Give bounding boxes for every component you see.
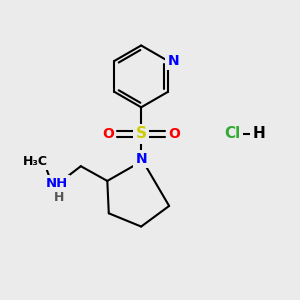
Text: Cl: Cl xyxy=(224,126,241,141)
Text: H: H xyxy=(253,126,265,141)
Text: N: N xyxy=(167,54,179,68)
Text: S: S xyxy=(136,126,147,141)
Text: NH: NH xyxy=(46,177,68,190)
Text: H₃C: H₃C xyxy=(23,155,48,168)
Text: H: H xyxy=(53,190,64,204)
Text: O: O xyxy=(102,127,114,141)
Text: O: O xyxy=(168,127,180,141)
Text: N: N xyxy=(135,152,147,166)
